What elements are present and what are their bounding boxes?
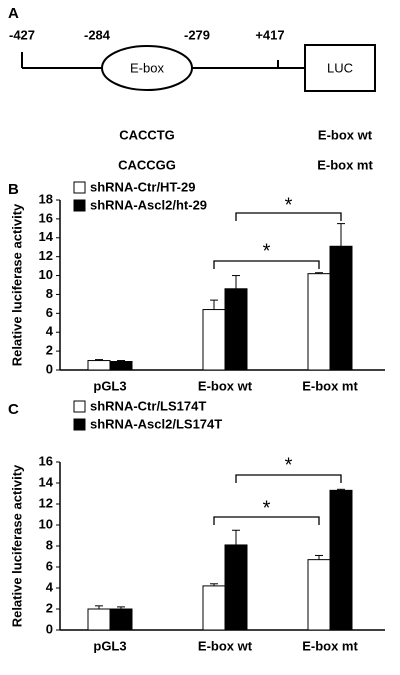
- significance-bracket: [235, 474, 342, 483]
- x-tick-label: E-box mt: [302, 378, 358, 393]
- element-label: E-box: [130, 60, 164, 75]
- x-tick-label: pGL3: [93, 638, 126, 653]
- x-tick-label: pGL3: [93, 378, 126, 393]
- y-tick-label: 8: [46, 537, 53, 552]
- y-tick-label: 12: [39, 495, 53, 510]
- position-label: -427: [9, 27, 35, 42]
- ebox-ellipse: [101, 45, 193, 91]
- position-label: -279: [184, 27, 210, 42]
- bar: [87, 608, 111, 631]
- panel-label: C: [8, 401, 19, 418]
- y-tick-label: 4: [46, 579, 54, 594]
- y-tick-label: 2: [46, 600, 53, 615]
- y-tick-label: 16: [39, 210, 53, 225]
- legend-label: shRNA-Ascl2/ht-29: [90, 197, 207, 212]
- legend-swatch: [73, 418, 86, 431]
- panel-label: A: [8, 5, 19, 22]
- y-axis-label: Relative luciferase activity: [9, 203, 24, 366]
- y-tick-label: 14: [39, 229, 54, 244]
- significance-bracket: [235, 212, 342, 221]
- legend-swatch: [73, 181, 86, 194]
- bar: [224, 288, 248, 371]
- panel-label: B: [8, 181, 19, 198]
- significance-star: *: [285, 194, 293, 216]
- bar: [307, 559, 331, 631]
- y-tick-label: 12: [39, 248, 53, 263]
- legend-swatch: [73, 199, 86, 212]
- y-tick-label: 0: [46, 361, 53, 376]
- y-tick-label: 14: [39, 474, 54, 489]
- bar: [329, 489, 353, 631]
- bar: [87, 360, 111, 371]
- significance-bracket: [213, 516, 320, 525]
- y-tick-label: 0: [46, 621, 53, 636]
- y-tick-label: 18: [39, 191, 53, 206]
- x-tick-label: E-box wt: [198, 378, 253, 393]
- construct: E-box wt: [318, 127, 373, 142]
- bar: [202, 309, 226, 371]
- y-tick-label: 6: [46, 305, 53, 320]
- y-tick-label: 10: [39, 267, 53, 282]
- y-tick-label: 2: [46, 343, 53, 358]
- significance-star: *: [285, 454, 293, 476]
- legend-label: shRNA-Ctr/LS174T: [90, 398, 206, 413]
- position-label: -284: [84, 27, 111, 42]
- y-tick-label: 8: [46, 286, 53, 301]
- y-tick-label: 10: [39, 516, 53, 531]
- y-tick-label: 16: [39, 453, 53, 468]
- significance-bracket: [213, 260, 320, 269]
- y-tick-label: 4: [46, 324, 54, 339]
- bar: [329, 245, 353, 371]
- sequence: CACCGG: [118, 157, 176, 172]
- sequence: CACCTG: [119, 127, 175, 142]
- bar: [224, 544, 248, 631]
- x-tick-label: E-box wt: [198, 638, 253, 653]
- legend-label: shRNA-Ctr/HT-29: [90, 179, 195, 194]
- construct: E-box mt: [317, 157, 373, 172]
- y-tick-label: 6: [46, 558, 53, 573]
- bar: [109, 608, 133, 631]
- significance-star: *: [263, 497, 271, 519]
- bar: [109, 361, 133, 371]
- x-tick-label: E-box mt: [302, 638, 358, 653]
- bar: [202, 585, 226, 631]
- panel-a: A -427 -284 -279 +417 E-box LUC CACCTG C…: [8, 5, 376, 172]
- y-axis-label: Relative luciferase activity: [9, 464, 24, 627]
- legend-label: shRNA-Ascl2/LS174T: [90, 416, 222, 431]
- reporter-label: LUC: [327, 60, 353, 75]
- luc-box: [304, 44, 376, 92]
- bar: [307, 273, 331, 371]
- position-label: +417: [255, 27, 284, 42]
- significance-star: *: [263, 240, 271, 262]
- legend-swatch: [73, 400, 86, 413]
